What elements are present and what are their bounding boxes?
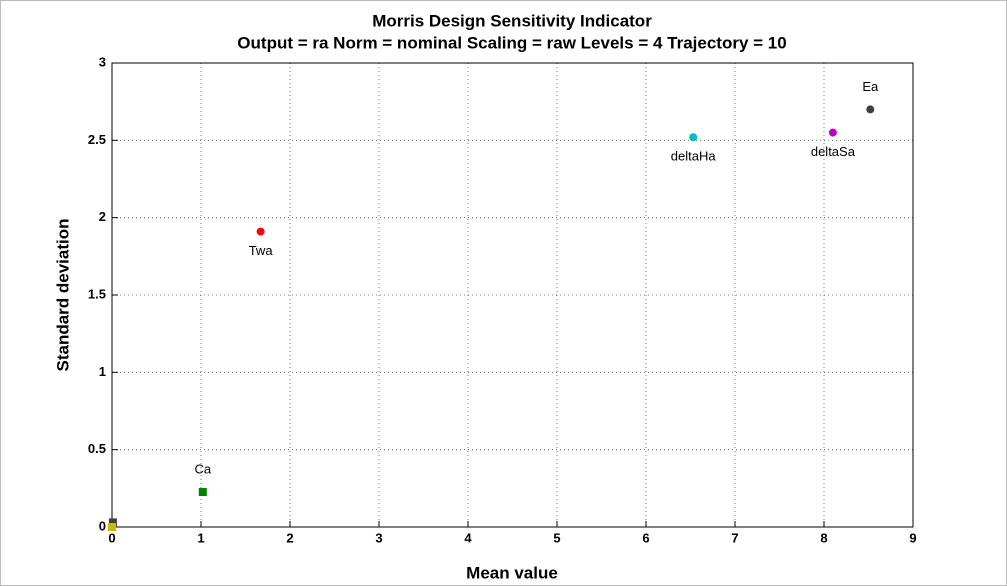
point-label: Ea: [862, 79, 879, 94]
point: [108, 523, 116, 531]
point: [198, 488, 207, 497]
y-tick-label: 0: [99, 518, 106, 533]
y-tick-label: 2: [99, 209, 106, 224]
plot-frame: [111, 62, 914, 528]
x-tick-label: 5: [553, 530, 560, 545]
y-tick-label: 3: [99, 54, 106, 69]
point: [256, 227, 265, 236]
point-label: Ca: [194, 461, 211, 476]
x-tick-label: 7: [731, 530, 738, 545]
point: [828, 128, 837, 137]
x-tick-label: 6: [642, 530, 649, 545]
y-tick-label: 1.5: [88, 286, 106, 301]
x-tick-label: 9: [909, 530, 916, 545]
point: [689, 133, 698, 142]
point-label: deltaSa: [811, 144, 856, 159]
y-axis-label: Standard deviation: [53, 218, 72, 371]
chart-title: Morris Design Sensitivity Indicator: [372, 11, 652, 30]
x-tick-label: 0: [108, 530, 115, 545]
x-tick-label: 3: [375, 530, 382, 545]
y-tick-label: 1: [99, 364, 106, 379]
chart-subtitle: Output = ra Norm = nominal Scaling = raw…: [237, 33, 786, 52]
point: [866, 105, 875, 114]
x-axis-label: Mean value: [466, 563, 558, 582]
point-label: Twa: [249, 243, 274, 258]
point: [108, 518, 117, 527]
x-tick-label: 8: [820, 530, 827, 545]
y-tick-label: 2.5: [88, 132, 106, 147]
x-tick-label: 2: [286, 530, 293, 545]
point-label: deltaHa: [671, 149, 717, 164]
y-tick-label: 0.5: [88, 441, 106, 456]
x-tick-label: 4: [464, 530, 472, 545]
x-tick-label: 1: [197, 530, 204, 545]
